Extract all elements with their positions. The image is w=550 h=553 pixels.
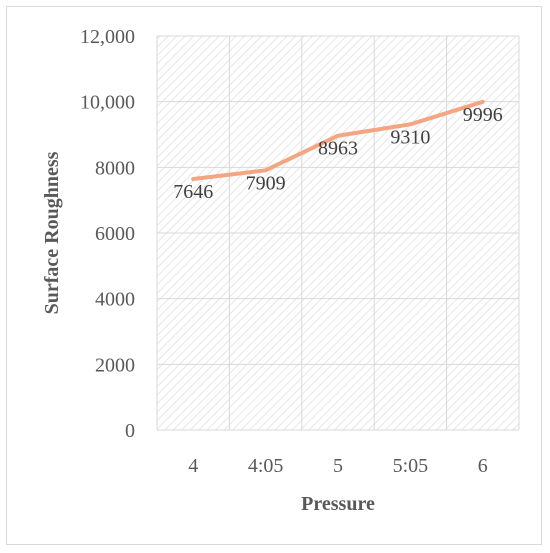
y-tick-label: 6000 [95,223,135,245]
y-tick-label: 8000 [95,157,135,179]
x-tick-label: 6 [478,455,488,477]
y-tick-label: 2000 [95,354,135,376]
data-label: 9310 [390,126,430,148]
data-label: 9996 [463,104,503,126]
y-axis-ticks: 0 2000 4000 6000 8000 10,000 12,000 [80,26,135,442]
x-tick-label: 4 [188,455,198,477]
data-label: 7909 [246,172,286,194]
y-tick-label: 12,000 [80,26,135,48]
x-axis-ticks: 4 4:05 5 5:05 6 [188,455,488,477]
gridlines [156,35,520,431]
x-axis-title: Pressure [301,493,375,515]
series-line [191,99,485,181]
x-tick-label: 5:05 [393,455,429,477]
y-tick-label: 10,000 [80,92,135,114]
y-tick-label: 0 [125,420,135,442]
y-axis-title: Surface Roughness [41,151,63,314]
data-labels: 7646 7909 8963 9310 9996 [173,104,503,203]
data-label: 7646 [173,181,213,203]
x-tick-label: 4:05 [248,455,284,477]
data-label: 8963 [318,138,358,160]
y-tick-label: 4000 [95,289,135,311]
x-tick-label: 5 [333,455,343,477]
